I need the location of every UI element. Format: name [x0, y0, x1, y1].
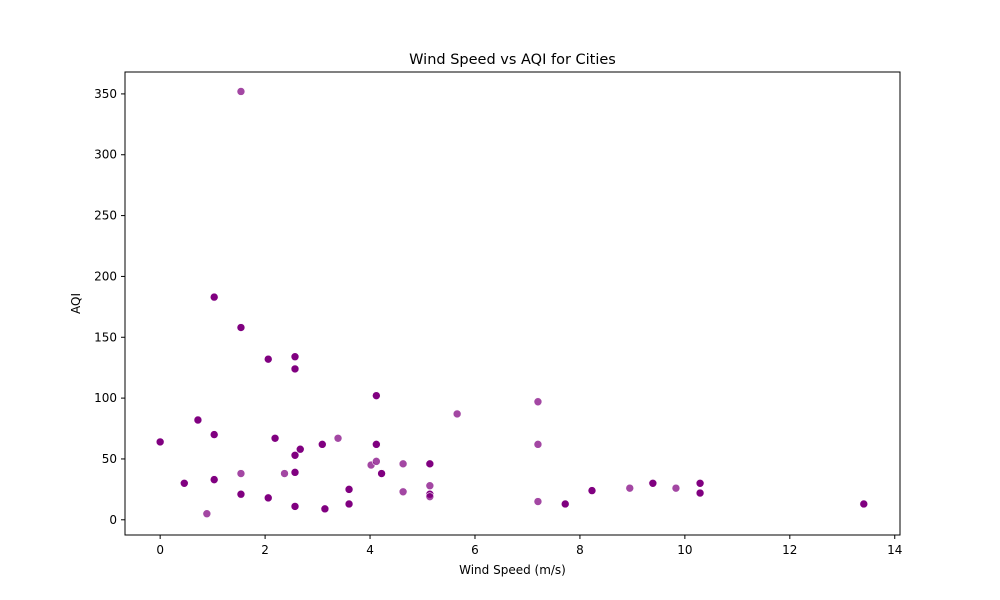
- chart-title: Wind Speed vs AQI for Cities: [409, 52, 616, 68]
- y-tick-label: 200: [94, 269, 117, 283]
- x-tick-label: 6: [471, 543, 479, 557]
- data-point: [295, 444, 305, 454]
- y-axis-ticks: 0 50 100 150 200 250 300 350: [94, 87, 125, 527]
- data-point: [290, 364, 300, 374]
- data-point: [209, 475, 219, 484]
- data-point: [372, 391, 381, 400]
- data-point: [695, 488, 705, 498]
- data-point: [377, 469, 386, 478]
- data-point: [452, 409, 462, 419]
- data-point: [290, 502, 300, 511]
- data-point: [290, 468, 300, 477]
- data-point: [333, 433, 343, 443]
- data-point: [263, 493, 273, 503]
- data-point: [533, 440, 543, 449]
- data-point: [320, 504, 330, 514]
- data-point: [372, 440, 381, 449]
- y-tick-label: 50: [102, 452, 117, 466]
- x-tick-label: 4: [366, 543, 374, 557]
- data-point: [398, 459, 408, 469]
- plot-frame: [124, 71, 901, 536]
- data-point: [155, 437, 165, 447]
- data-point: [209, 430, 219, 439]
- data-point: [193, 415, 203, 425]
- data-point: [290, 352, 300, 362]
- data-point: [179, 478, 189, 488]
- data-point: [280, 469, 289, 478]
- x-tick-label: 14: [887, 543, 902, 557]
- y-tick-label: 150: [94, 330, 117, 344]
- data-point: [398, 487, 408, 497]
- x-axis-label: Wind Speed (m/s): [459, 563, 566, 577]
- data-point: [263, 354, 273, 364]
- data-point: [270, 433, 280, 443]
- data-point: [425, 459, 435, 469]
- data-point: [290, 450, 300, 460]
- data-point: [344, 499, 354, 509]
- x-tick-label: 12: [782, 543, 797, 557]
- data-point: [671, 483, 681, 493]
- data-point: [648, 478, 658, 488]
- y-tick-label: 100: [94, 391, 117, 405]
- data-point: [533, 497, 543, 506]
- data-point: [372, 457, 381, 466]
- data-point: [317, 440, 327, 449]
- data-point: [236, 323, 246, 332]
- data-point: [587, 486, 597, 495]
- x-axis-ticks: 0 2 4 6 8 10 12 14: [156, 535, 902, 557]
- data-point: [344, 485, 354, 494]
- x-tick-label: 10: [677, 543, 692, 557]
- y-axis-label: AQI: [69, 293, 83, 314]
- y-tick-label: 250: [94, 209, 117, 223]
- data-point: [425, 481, 435, 491]
- data-point: [236, 489, 246, 499]
- data-point: [236, 469, 246, 478]
- y-tick-label: 350: [94, 87, 117, 101]
- data-point: [560, 499, 570, 509]
- y-tick-label: 0: [109, 513, 117, 527]
- data-points: [155, 87, 869, 519]
- data-point: [425, 492, 435, 501]
- data-point: [202, 509, 212, 519]
- data-point: [209, 292, 219, 302]
- data-point: [859, 499, 869, 509]
- x-tick-label: 8: [576, 543, 584, 557]
- x-tick-label: 2: [261, 543, 269, 557]
- data-point: [236, 87, 246, 96]
- data-point: [625, 483, 635, 493]
- x-tick-label: 0: [156, 543, 164, 557]
- data-point: [695, 478, 705, 488]
- data-point: [533, 397, 543, 407]
- y-tick-label: 300: [94, 148, 117, 162]
